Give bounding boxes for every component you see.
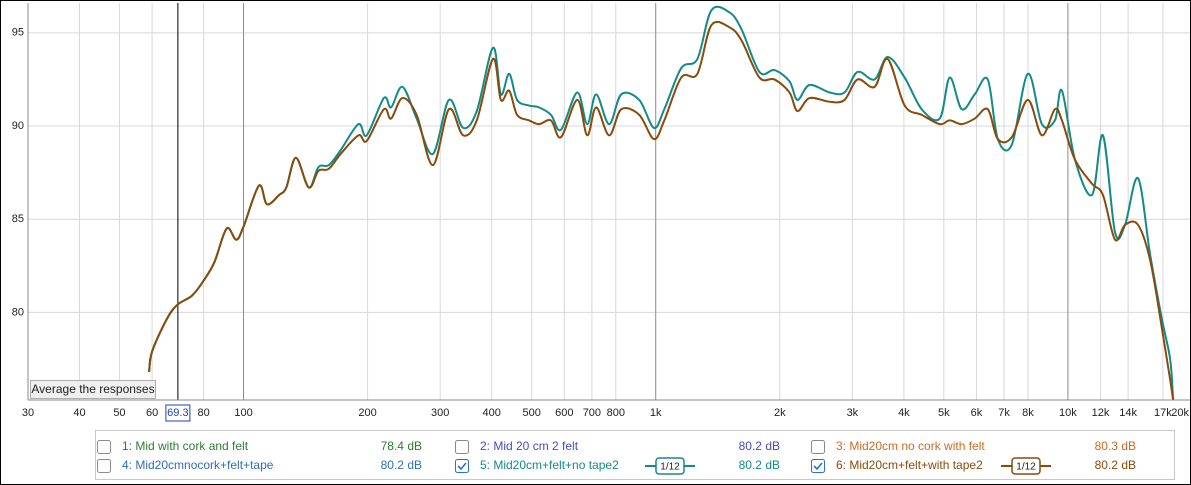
x-tick-label: 100 <box>234 407 252 419</box>
checkbox[interactable] <box>811 440 825 454</box>
x-tick-label: 200 <box>358 407 376 419</box>
x-tick-label: 8k <box>1022 407 1034 419</box>
x-tick-label: 12k <box>1092 407 1110 419</box>
x-tick-label: 30 <box>22 407 34 419</box>
button-label[interactable]: Average the responses <box>31 382 154 396</box>
legend-level: 80.3 dB <box>1095 439 1136 453</box>
plot <box>148 5 1175 400</box>
smoothing-box <box>1011 457 1041 475</box>
cursor-label: 69.3 <box>167 407 188 419</box>
x-tick-label: 2k <box>774 407 786 419</box>
y-tick-label: 80 <box>12 306 24 318</box>
x-tick-label: 5k <box>938 407 950 419</box>
legend-entry[interactable]: 3: Mid20cm no cork with felt 80.3 dB <box>811 439 1137 454</box>
cursor-label-box <box>165 404 191 422</box>
checkbox[interactable] <box>97 459 111 473</box>
smoothing-label: 1/12 <box>1016 462 1036 473</box>
x-tick-label: 60 <box>146 407 158 419</box>
x-tick-label: 800 <box>607 407 625 419</box>
checkmark <box>813 462 823 471</box>
checkmark <box>457 462 467 471</box>
x-tick-label: 300 <box>431 407 449 419</box>
x-tick-label: 80 <box>197 407 209 419</box>
legend-name: 6: Mid20cm+felt+with tape2 <box>836 458 983 472</box>
legend-name: 2: Mid 20 cm 2 felt <box>480 439 579 453</box>
legend-entry[interactable]: 6: Mid20cm+felt+with tape2 80.2 dB 1/12 <box>811 457 1137 475</box>
checkbox[interactable] <box>455 459 469 473</box>
x-tick-label: 600 <box>555 407 573 419</box>
legend-level: 80.2 dB <box>381 458 422 472</box>
series-line <box>148 20 1175 400</box>
checkbox[interactable] <box>811 459 825 473</box>
legend-box <box>95 430 1175 480</box>
legend-level: 80.2 dB <box>739 439 780 453</box>
legend-name: 4: Mid20cmnocork+felt+tape <box>122 458 274 472</box>
legend-name: 1: Mid with cork and felt <box>122 439 249 453</box>
legend-entry[interactable]: 5: Mid20cm+felt+no tape2 80.2 dB 1/12 <box>455 457 781 475</box>
grid <box>27 3 1190 400</box>
legend-name: 3: Mid20cm no cork with felt <box>836 439 985 453</box>
x-tick-label: 1k <box>650 407 662 419</box>
x-tick-label: 700 <box>583 407 601 419</box>
legend-entry[interactable]: 1: Mid with cork and felt 78.4 dB <box>97 439 423 454</box>
smoothing-label: 1/12 <box>660 462 680 473</box>
y-tick-label: 95 <box>12 27 24 39</box>
x-tick-label: 14k <box>1119 407 1137 419</box>
legend-level: 80.2 dB <box>1095 458 1136 472</box>
button[interactable] <box>30 380 156 399</box>
y-tick-label: 90 <box>12 120 24 132</box>
x-tick-label: 400 <box>483 407 501 419</box>
x-tick-label: 3k <box>847 407 859 419</box>
legend-name: 5: Mid20cm+felt+no tape2 <box>480 458 619 472</box>
x-tick-label: 500 <box>522 407 540 419</box>
legend: 1: Mid with cork and felt 78.4 dB 2: Mid 2… <box>95 430 1175 480</box>
x-tick-label: 17k <box>1154 407 1172 419</box>
button-group[interactable]: Average the responses <box>30 380 156 399</box>
legend-level: 80.2 dB <box>739 458 780 472</box>
x-tick-label: 50 <box>113 407 125 419</box>
legend-entry[interactable]: 2: Mid 20 cm 2 felt 80.2 dB <box>455 439 781 454</box>
y-tick-label: 85 <box>12 213 24 225</box>
x-tick-label: 10k <box>1059 407 1077 419</box>
x-tick-label: 20k <box>1171 407 1189 419</box>
legend-level: 78.4 dB <box>381 439 422 453</box>
x-tick-label: 4k <box>898 407 910 419</box>
axes: 80 85 90 95 30 40 50 60 80 100 200 300 400 500 600 700 8… <box>12 3 1190 422</box>
x-tick-label: 7k <box>998 407 1010 419</box>
smoothing-box <box>655 457 685 475</box>
x-tick-label: 6k <box>971 407 983 419</box>
x-tick-label: 40 <box>73 407 85 419</box>
legend-entry[interactable]: 4: Mid20cmnocork+felt+tape 80.2 dB <box>97 458 423 473</box>
checkbox[interactable] <box>455 440 469 454</box>
checkbox[interactable] <box>97 440 111 454</box>
